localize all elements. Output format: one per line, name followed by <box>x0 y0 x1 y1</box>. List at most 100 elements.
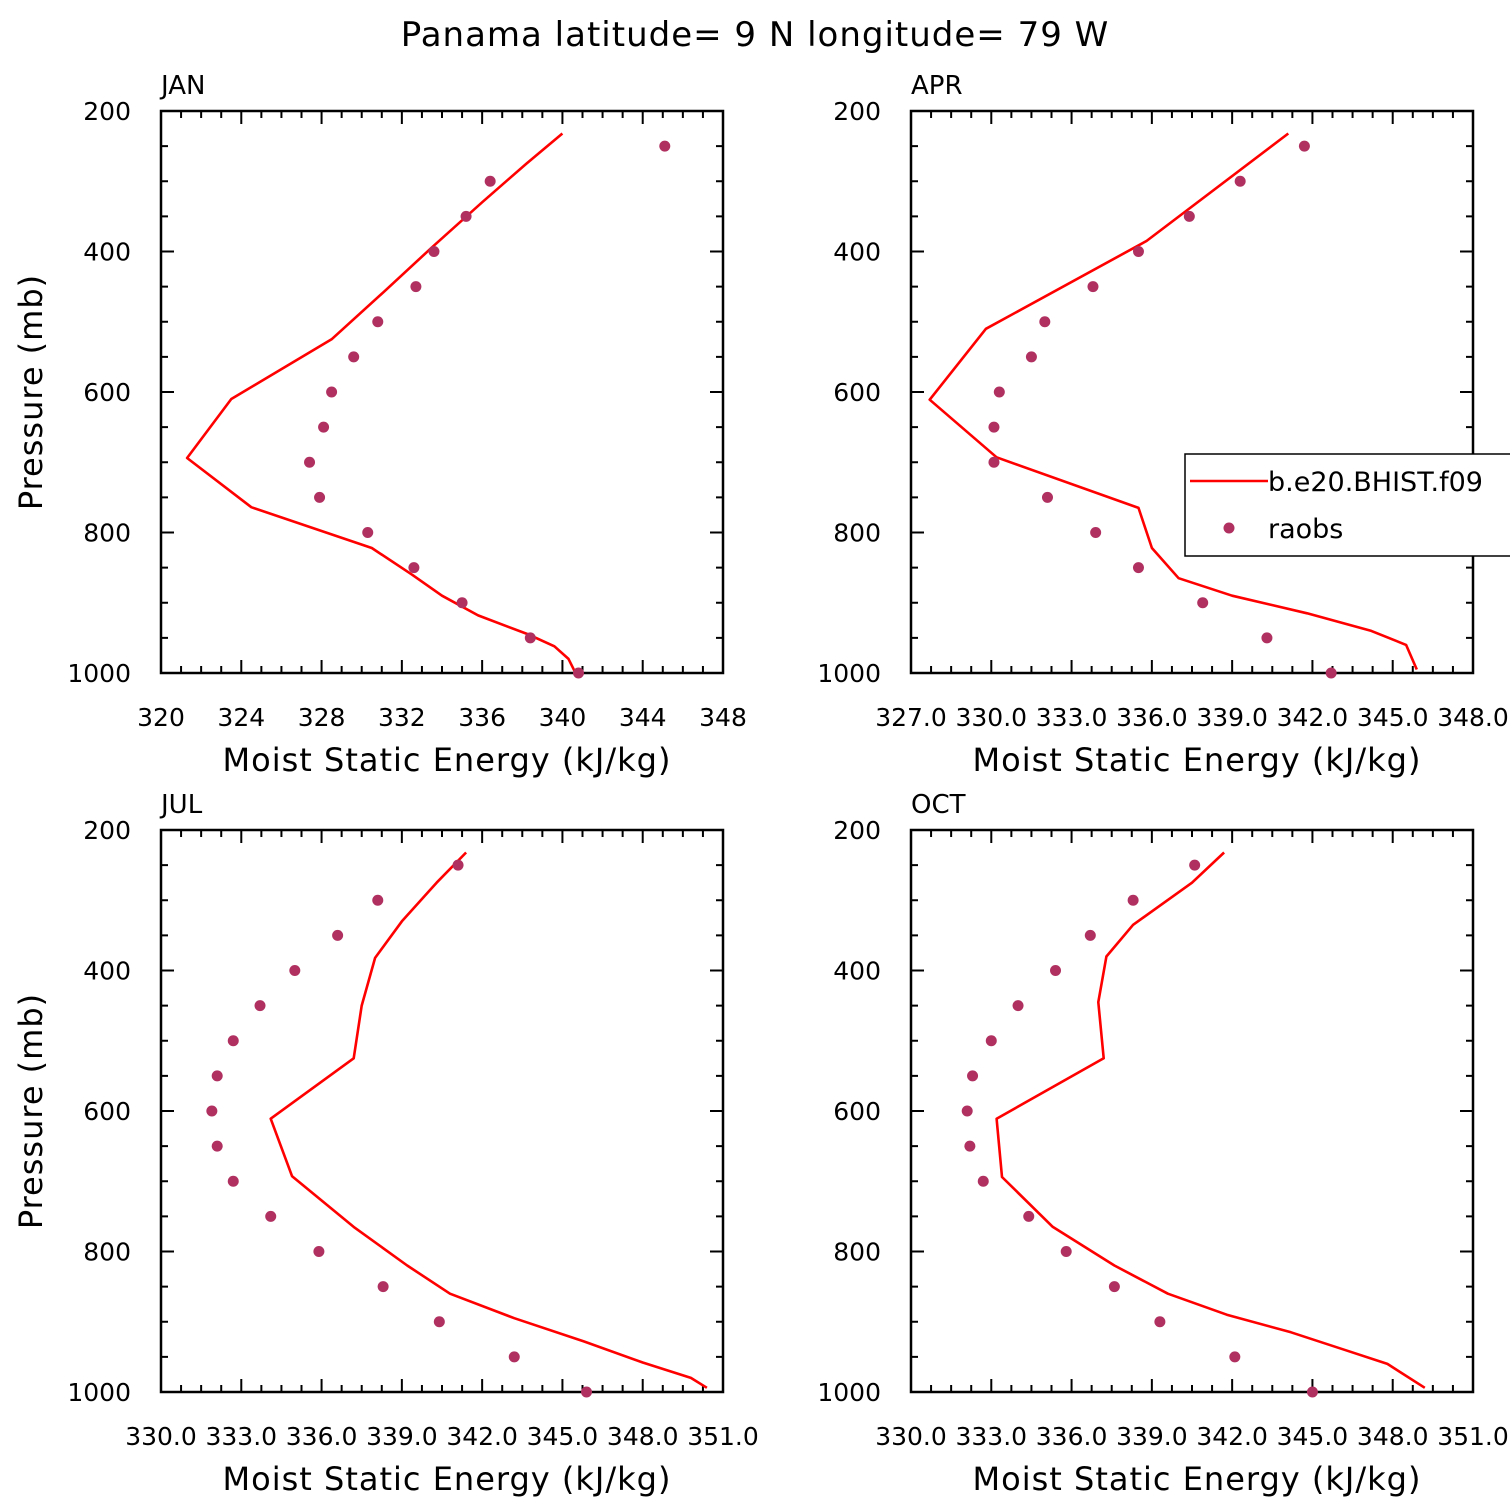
panel-jul: JUL 330.0 333.0 336.0 339.0 342.0 345.0 348.0 35… <box>12 790 759 1498</box>
y-tick-label: 200 <box>83 816 131 845</box>
raobs-point <box>211 1140 223 1152</box>
y-tick-label: 800 <box>83 519 131 548</box>
x-tick-label: 340 <box>539 703 587 732</box>
x-tick-label: 333.0 <box>955 1422 1027 1451</box>
raobs-point <box>289 965 301 976</box>
y-tick-label: 200 <box>833 816 881 845</box>
y-tick-label: 200 <box>83 97 131 126</box>
figure-title: Panama latitude= 9 N longitude= 79 W <box>401 15 1110 55</box>
x-tick-label: 351.0 <box>687 1422 759 1451</box>
raobs-point <box>993 386 1005 398</box>
raobs-point <box>1087 281 1099 293</box>
x-tick-label: 330.0 <box>875 1422 947 1451</box>
model-line <box>995 851 1426 1389</box>
raobs-point <box>1025 351 1037 363</box>
raobs-point <box>1234 175 1246 187</box>
raobs-point <box>1050 965 1062 976</box>
x-tick-label: 339.0 <box>1116 1422 1188 1451</box>
x-tick-label: 336.0 <box>286 1422 358 1451</box>
raobs-point <box>484 175 496 187</box>
raobs-point <box>326 386 338 398</box>
panel-jan: JAN 320 324 328 332 336 340 344 348 200 400 600 800 1… <box>12 71 747 779</box>
panel-label: JAN <box>159 71 205 101</box>
x-axis-label: Moist Static Energy (kJ/kg) <box>223 741 672 779</box>
x-tick-label: 332 <box>378 703 426 732</box>
y-tick-label: 600 <box>83 378 131 407</box>
panel-apr: APR 327.0 330.0 333.0 336.0 339.0 342.0 345.0 34… <box>817 71 1510 779</box>
x-tick-label: 342.0 <box>1277 703 1349 732</box>
x-axis-label: Moist Static Energy (kJ/kg) <box>223 1460 672 1498</box>
raobs-point <box>332 929 344 941</box>
raobs-point <box>314 491 326 503</box>
y-tick-label: 400 <box>83 957 131 986</box>
raobs-point <box>313 1246 325 1257</box>
raobs-point <box>1229 1351 1241 1363</box>
raobs-point <box>1012 1000 1024 1012</box>
raobs-point <box>304 456 316 468</box>
y-tick-label: 600 <box>833 378 881 407</box>
raobs-point <box>572 667 584 679</box>
raobs-point <box>988 456 1000 468</box>
raobs-point <box>1183 210 1195 222</box>
raobs-point <box>967 1070 979 1082</box>
panel-label: OCT <box>911 790 966 820</box>
raobs-point <box>1154 1316 1166 1328</box>
y-tick-label: 600 <box>83 1097 131 1126</box>
x-tick-label: 339.0 <box>1196 703 1268 732</box>
raobs-point <box>456 597 468 609</box>
x-tick-label: 348.0 <box>1357 1422 1429 1451</box>
raobs-point <box>988 421 1000 433</box>
raobs-point <box>1132 562 1144 574</box>
panel-label: JUL <box>159 790 203 820</box>
raobs-point <box>372 316 384 328</box>
x-tick-label: 348.0 <box>607 1422 679 1451</box>
raobs-point <box>372 894 384 906</box>
y-tick-label: 400 <box>833 957 881 986</box>
raobs-point <box>206 1105 218 1117</box>
x-tick-label: 345.0 <box>527 1422 599 1451</box>
x-tick-label: 328 <box>298 703 346 732</box>
x-tick-label: 345.0 <box>1357 703 1429 732</box>
panel-label: APR <box>911 71 963 101</box>
raobs-point <box>362 527 374 538</box>
x-tick-label: 324 <box>217 703 265 732</box>
x-tick-label: 320 <box>137 703 185 732</box>
legend-model-label: b.e20.BHIST.f09 <box>1268 467 1483 498</box>
raobs-point <box>460 210 472 222</box>
x-tick-label: 342.0 <box>446 1422 518 1451</box>
model-line <box>928 132 1418 671</box>
y-axis-label: Pressure (mb) <box>12 993 50 1229</box>
raobs-point <box>977 1175 989 1187</box>
y-tick-label: 200 <box>833 97 881 126</box>
y-tick-label: 800 <box>833 519 881 548</box>
raobs-point <box>408 562 420 574</box>
x-axis-label: Moist Static Energy (kJ/kg) <box>973 1460 1422 1498</box>
x-tick-label: 336 <box>458 703 506 732</box>
raobs-point <box>1127 894 1139 906</box>
raobs-point <box>1197 597 1209 609</box>
y-tick-label: 1000 <box>817 1378 881 1407</box>
raobs-point <box>265 1210 277 1222</box>
x-tick-label: 344 <box>619 703 667 732</box>
y-tick-label: 400 <box>83 238 131 267</box>
panels: JAN 320 324 328 332 336 340 344 348 200 400 600 800 1… <box>12 71 1510 1498</box>
y-tick-label: 1000 <box>817 659 881 688</box>
raobs-point <box>1108 1281 1120 1293</box>
x-tick-label: 333.0 <box>1036 703 1108 732</box>
raobs-point <box>1325 667 1337 679</box>
raobs-point <box>254 1000 266 1012</box>
raobs-point <box>1189 859 1201 871</box>
x-tick-label: 351.0 <box>1437 1422 1509 1451</box>
x-tick-label: 348.0 <box>1437 703 1509 732</box>
raobs-point <box>581 1386 593 1398</box>
raobs-point <box>211 1070 223 1082</box>
x-tick-label: 330.0 <box>955 703 1027 732</box>
y-axis-label: Pressure (mb) <box>12 274 50 510</box>
x-tick-label: 339.0 <box>366 1422 438 1451</box>
raobs-point <box>1084 929 1096 941</box>
raobs-point <box>433 1316 445 1328</box>
x-tick-label: 336.0 <box>1036 1422 1108 1451</box>
raobs-point <box>1039 316 1051 328</box>
plot-frame <box>159 828 725 1394</box>
